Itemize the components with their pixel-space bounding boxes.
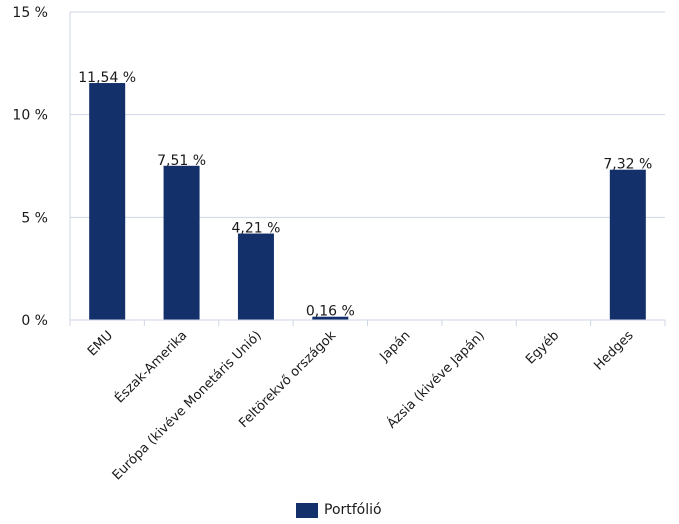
data-label: 0,16 %: [306, 304, 355, 320]
category-label: Észak-Amerika: [112, 328, 191, 407]
data-label: 11,54 %: [78, 70, 136, 86]
y-tick-label: 10 %: [12, 108, 48, 124]
category-label: Európa (kivéve Monetáris Unió): [110, 328, 265, 483]
bar: [610, 170, 646, 320]
category-label: EMU: [85, 328, 116, 359]
y-tick-label: 15 %: [12, 5, 48, 21]
legend: Portfólió: [296, 502, 382, 518]
legend-label: Portfólió: [324, 502, 382, 518]
bar: [89, 83, 125, 320]
category-label: Hedges: [591, 328, 636, 373]
bar: [164, 166, 200, 320]
bars: [89, 83, 646, 320]
bar: [238, 234, 274, 320]
data-label: 7,32 %: [603, 157, 652, 173]
category-label: Japán: [377, 328, 414, 365]
data-label: 4,21 %: [231, 221, 280, 237]
bar-chart: 0 % 5 % 10 % 15 % 11,54 % 7,51 % 4,21 % 0,16 %…: [0, 0, 679, 500]
y-tick-label: 0 %: [21, 313, 48, 329]
legend-swatch: [296, 503, 318, 518]
x-axis: [70, 320, 665, 326]
y-axis-ticks: 0 % 5 % 10 % 15 %: [12, 5, 48, 329]
category-label: Egyéb: [523, 328, 562, 367]
y-tick-label: 5 %: [21, 210, 48, 226]
data-label: 7,51 %: [157, 153, 206, 169]
